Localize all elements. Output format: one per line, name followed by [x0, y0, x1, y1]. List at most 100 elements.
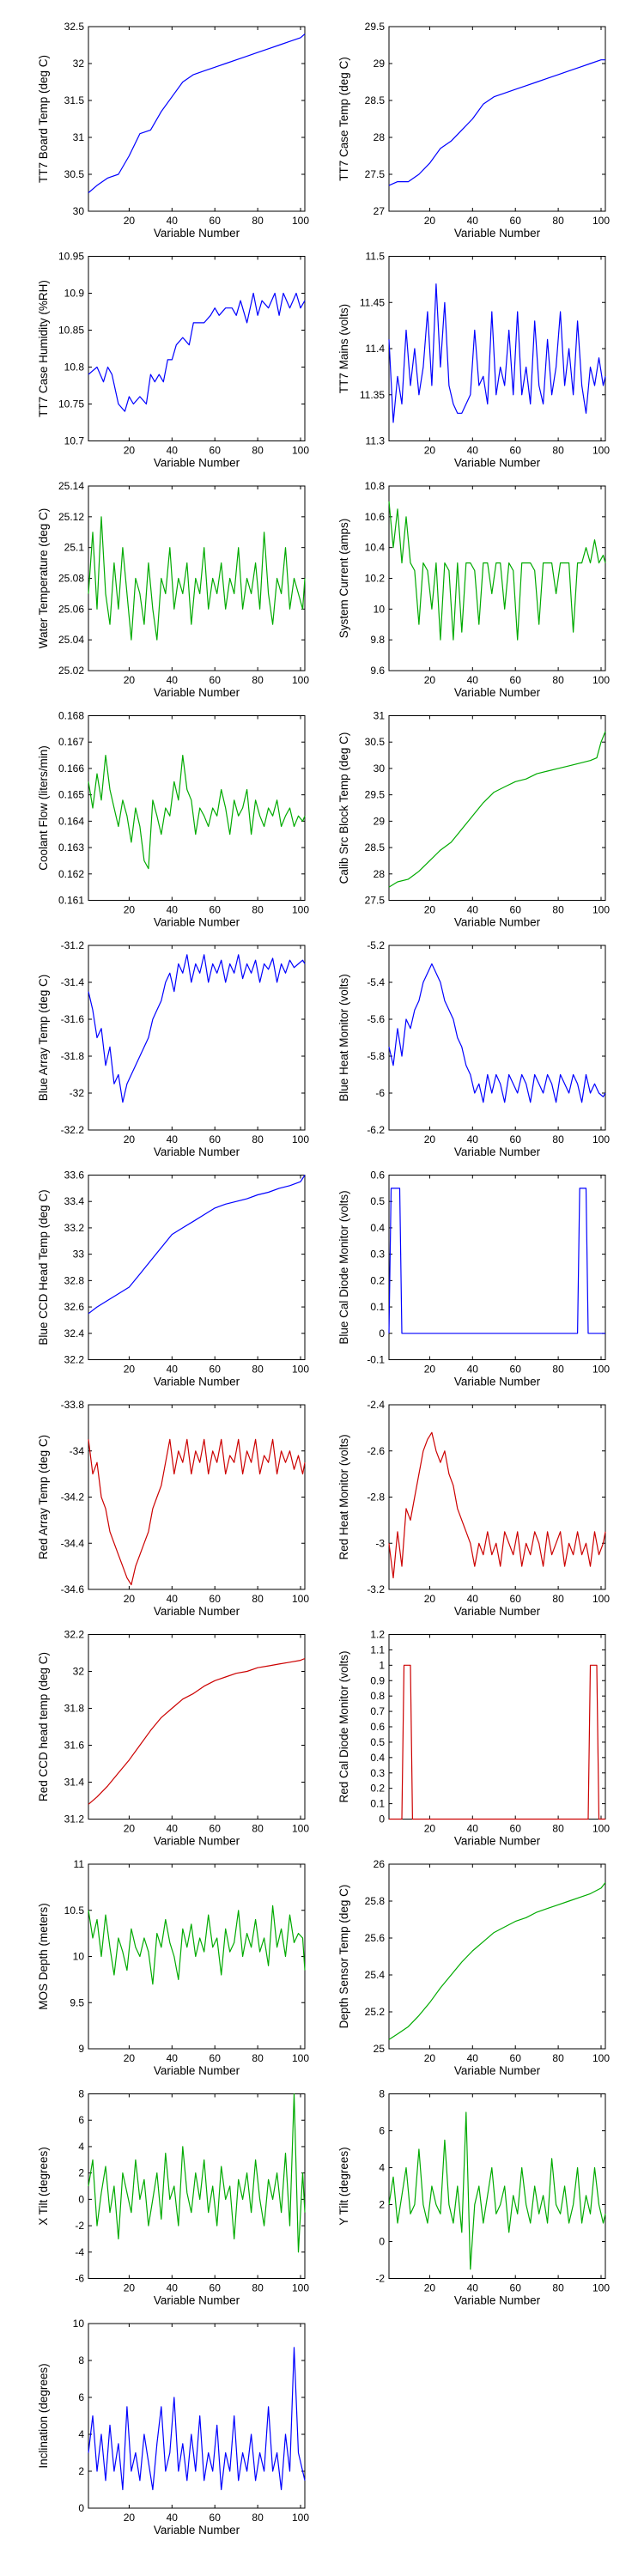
x-axis-label: Variable Number: [154, 1145, 240, 1158]
y-tick-label: 0.3: [370, 1249, 385, 1261]
x-tick-label: 20: [124, 1364, 136, 1376]
x-tick-label: 80: [552, 2282, 564, 2294]
y-tick-label: 4: [78, 2428, 84, 2440]
y-tick-label: 28: [374, 868, 386, 880]
series-line: [388, 731, 606, 888]
x-axis-label: Variable Number: [454, 2064, 541, 2077]
y-tick-label: -6: [75, 2273, 84, 2285]
series-line: [388, 283, 606, 423]
x-tick-label: 60: [210, 1364, 222, 1376]
x-tick-label: 60: [510, 2052, 522, 2064]
x-tick-label: 40: [167, 904, 179, 916]
chart-5: 20 40 60 80 100 9.6 9.8 10 10.2 10.4 10.6 10.8 Varia…: [337, 480, 610, 699]
y-tick-label: 25.02: [58, 665, 84, 677]
x-tick-label: 80: [252, 2282, 264, 2294]
x-tick-label: 100: [292, 1593, 309, 1605]
x-tick-label: 60: [210, 2512, 222, 2524]
x-tick-label: 100: [292, 2282, 309, 2294]
y-tick-label: 10.85: [58, 325, 84, 337]
y-tick-label: 0.9: [370, 1674, 385, 1686]
x-tick-label: 20: [424, 445, 436, 457]
y-tick-label: 11.45: [360, 296, 385, 308]
y-axis-label: Red CCD head temp (deg C): [37, 1652, 50, 1801]
x-axis-label: Variable Number: [454, 686, 541, 699]
x-tick-label: 100: [592, 2282, 610, 2294]
y-tick-label: 0.4: [370, 1222, 385, 1234]
y-tick-label: 33.4: [64, 1195, 85, 1207]
x-axis-label: Variable Number: [154, 227, 240, 240]
plot-frame: [88, 26, 306, 212]
y-axis-label: Blue CCD Head Temp (deg C): [37, 1189, 50, 1345]
y-tick-label: 25: [374, 2043, 386, 2055]
y-tick-label: 32.2: [64, 1354, 85, 1366]
x-tick-label: 80: [252, 2512, 264, 2524]
y-tick-label: -33.8: [61, 1399, 85, 1411]
y-axis-label: TT7 Board Temp (deg C): [37, 55, 50, 183]
y-tick-label: 25.14: [58, 480, 84, 492]
y-tick-label: 30: [374, 762, 386, 775]
x-tick-label: 40: [467, 904, 479, 916]
chart-15: 20 40 60 80 100 0 0.1 0.2 0.3 0.4 0.5 0.6 0.7 0.8 0.9 1…: [337, 1629, 610, 1848]
y-tick-label: -31.6: [61, 1013, 85, 1025]
x-tick-label: 80: [252, 904, 264, 916]
chart-13: 20 40 60 80 100 -3.2 -3 -2.8 -2.6 -2.4 Variable Nu…: [337, 1399, 610, 1618]
y-tick-label: 0.6: [370, 1721, 385, 1733]
x-axis-label: Variable Number: [454, 227, 541, 240]
series-line: [88, 754, 306, 870]
x-tick-label: 100: [292, 1133, 309, 1145]
y-tick-label: 0: [78, 2193, 84, 2205]
x-tick-label: 20: [124, 215, 136, 227]
y-tick-label: 0.8: [370, 1690, 385, 1702]
y-tick-label: -4: [75, 2246, 84, 2258]
y-tick-label: 0.165: [58, 789, 84, 801]
plot-frame: [88, 1634, 306, 1820]
y-tick-label: -5.4: [367, 976, 385, 988]
x-tick-label: 100: [592, 445, 610, 457]
series-line: [88, 1175, 306, 1315]
x-tick-label: 20: [424, 1823, 436, 1835]
y-tick-label: 11.5: [366, 251, 386, 263]
y-tick-label: 6: [78, 2114, 84, 2126]
y-tick-label: 8: [78, 2088, 84, 2100]
y-tick-label: 1: [379, 1659, 385, 1671]
y-tick-label: 0.5: [370, 1195, 385, 1207]
chart-14: 20 40 60 80 100 31.2 31.4 31.6 31.8 32 32.2 Variabl…: [37, 1629, 309, 1848]
chart-18: 20 40 60 80 100 -6 -4 -2 0 2 4 6 8 Variable Number X T…: [37, 2088, 309, 2307]
y-tick-label: 0.1: [370, 1798, 385, 1810]
x-tick-label: 80: [552, 1133, 564, 1145]
y-tick-label: 0: [379, 2236, 385, 2248]
y-tick-label: 10.6: [365, 511, 386, 523]
chart-16: 20 40 60 80 100 9 9.5 10 10.5 11 Variable Number MO…: [37, 1858, 309, 2077]
y-axis-label: TT7 Case Humidity (%RH): [37, 280, 50, 417]
y-axis-label: X Tilt (degrees): [37, 2147, 50, 2226]
y-tick-label: 32.4: [64, 1327, 85, 1340]
y-tick-label: 8: [379, 2088, 385, 2100]
y-axis-label: Red Heat Monitor (volts): [337, 1434, 350, 1559]
x-tick-label: 80: [552, 2052, 564, 2064]
y-tick-label: 0: [379, 1814, 385, 1826]
x-tick-label: 80: [252, 1593, 264, 1605]
x-tick-label: 60: [510, 445, 522, 457]
x-tick-label: 100: [592, 1823, 610, 1835]
x-tick-label: 60: [510, 1364, 522, 1376]
y-tick-label: 32.6: [64, 1301, 85, 1313]
series-line: [88, 33, 306, 193]
y-tick-label: -34.6: [61, 1583, 85, 1595]
x-tick-label: 100: [292, 215, 309, 227]
chart-6: 20 40 60 80 100 0.161 0.162 0.163 0.164 0.165 0.16…: [37, 710, 309, 929]
chart-1: 20 40 60 80 100 27 27.5 28 28.5 29 29.5 Variable Nu…: [337, 21, 610, 240]
x-tick-label: 80: [252, 1364, 264, 1376]
x-tick-label: 20: [124, 445, 136, 457]
chart-9: 20 40 60 80 100 -6.2 -6 -5.8 -5.6 -5.4 -5.2 Variabl…: [337, 939, 610, 1158]
y-tick-label: -31.2: [61, 939, 85, 951]
y-tick-label: 0.168: [58, 710, 84, 722]
y-tick-label: 30: [73, 205, 85, 217]
plot-frame: [88, 2323, 306, 2509]
y-tick-label: -32: [70, 1087, 85, 1099]
y-tick-label: -34.4: [61, 1537, 85, 1549]
chart-3: 20 40 60 80 100 11.3 11.35 11.4 11.45 11.5 Variabl…: [337, 251, 610, 470]
plot-frame: [388, 26, 606, 212]
x-tick-label: 80: [252, 215, 264, 227]
y-tick-label: -34.2: [61, 1492, 85, 1504]
y-axis-label: Coolant Flow (liters/min): [37, 745, 50, 871]
